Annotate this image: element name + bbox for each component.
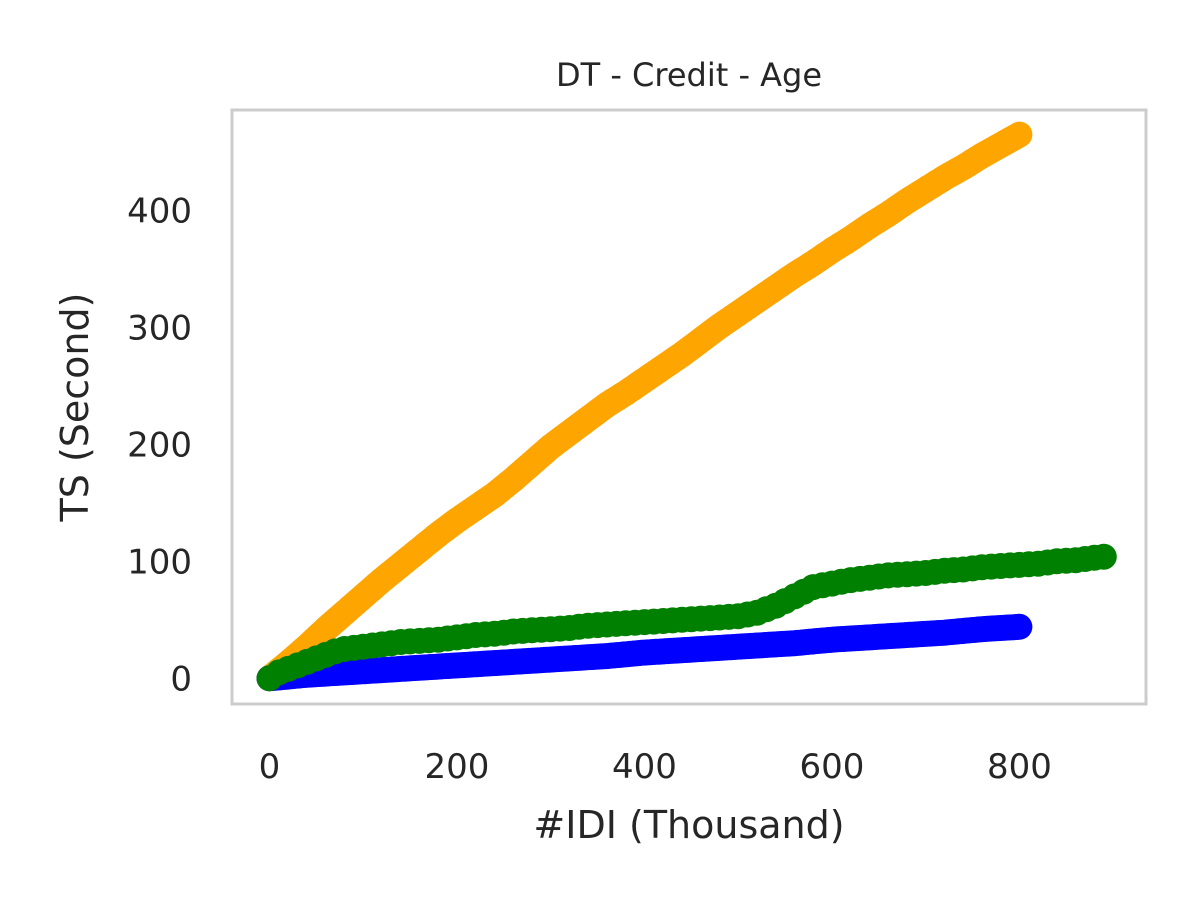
data-point xyxy=(1090,543,1117,570)
x-tick-label: 200 xyxy=(425,747,490,787)
data-point xyxy=(1006,121,1033,148)
x-tick-label: 400 xyxy=(612,747,677,787)
x-axis-label: #IDI (Thousand) xyxy=(533,803,844,847)
plot-frame xyxy=(230,108,1148,706)
data-series xyxy=(256,121,1117,692)
x-tick-label: 800 xyxy=(987,747,1052,787)
y-tick-label: 300 xyxy=(127,308,192,348)
y-axis-label: TS (Second) xyxy=(53,293,97,523)
y-tick-label: 100 xyxy=(127,542,192,582)
data-point xyxy=(1006,613,1033,640)
chart-title: DT - Credit - Age xyxy=(556,56,822,94)
x-tick-label: 0 xyxy=(259,747,281,787)
series-2 xyxy=(256,543,1117,692)
x-tick-labels: 0 200 400 600 800 xyxy=(259,747,1052,787)
y-tick-label: 0 xyxy=(170,659,192,699)
y-tick-labels: 0 100 200 300 400 xyxy=(127,192,192,700)
y-tick-label: 200 xyxy=(127,425,192,465)
y-tick-label: 400 xyxy=(127,192,192,232)
x-tick-label: 600 xyxy=(800,747,865,787)
